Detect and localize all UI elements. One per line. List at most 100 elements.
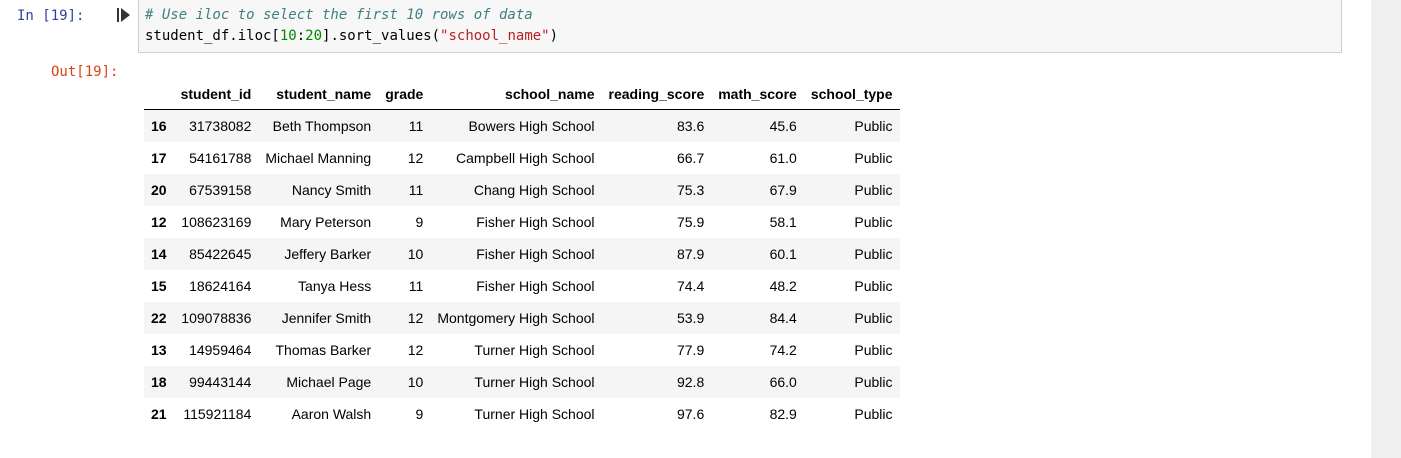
- table-cell: Tanya Hess: [298, 278, 372, 294]
- table-row: 17 54161788 Michael Manning 12 Campbell …: [144, 142, 900, 174]
- column-header: math_score: [711, 79, 804, 110]
- table-cell: Public: [854, 342, 893, 358]
- table-cell: 11: [408, 118, 424, 134]
- table-cell: 14959464: [189, 342, 252, 358]
- table-cell: Public: [854, 278, 893, 294]
- code-token: student_df.iloc[: [145, 28, 280, 44]
- code-number: 20: [305, 28, 323, 44]
- table-cell: 12: [407, 310, 424, 326]
- table-cell: Fisher High School: [476, 246, 595, 262]
- table-cell: Turner High School: [474, 406, 595, 422]
- table-row: 20 67539158 Nancy Smith 11 Chang High Sc…: [144, 174, 900, 206]
- run-cell-icon[interactable]: [117, 8, 131, 22]
- table-cell: 10: [407, 246, 424, 262]
- table-cell: 67539158: [189, 182, 252, 198]
- table-cell: 75.3: [676, 182, 705, 198]
- table-cell: Michael Manning: [265, 150, 372, 166]
- table-cell: 67.9: [769, 182, 797, 198]
- code-line-2: student_df.iloc[10:20].sort_values("scho…: [145, 26, 558, 46]
- row-index: 20: [151, 182, 167, 198]
- row-index: 21: [151, 406, 167, 422]
- table-cell: 85422645: [189, 246, 252, 262]
- table-cell: 92.8: [676, 374, 705, 390]
- table-cell: 11: [408, 182, 424, 198]
- table-cell: Michael Page: [286, 374, 372, 390]
- table-cell: Mary Peterson: [280, 214, 372, 230]
- table-cell: 66.7: [676, 150, 705, 166]
- row-index: 13: [151, 342, 167, 358]
- table-cell: 84.4: [769, 310, 797, 326]
- row-index: 14: [151, 246, 167, 262]
- table-row: 15 18624164 Tanya Hess 11 Fisher High Sc…: [144, 270, 900, 302]
- table-cell: 66.0: [769, 374, 797, 390]
- column-header: school_type: [803, 79, 900, 110]
- table-cell: Public: [854, 150, 893, 166]
- table-cell: 9: [415, 214, 424, 230]
- dataframe-table: student_id student_name grade school_nam…: [144, 79, 900, 430]
- vertical-scrollbar[interactable]: [1371, 0, 1401, 458]
- table-cell: 115921184: [183, 406, 252, 422]
- table-cell: Chang High School: [473, 182, 595, 198]
- table-row: 16 31738082 Beth Thompson 11 Bowers High…: [144, 109, 900, 142]
- code-token: ].sort_values(: [322, 28, 441, 44]
- code-cell-input[interactable]: # Use iloc to select the first 10 rows o…: [138, 0, 1342, 53]
- table-row: 12 108623169 Mary Peterson 9 Fisher High…: [144, 206, 900, 238]
- table-cell: 54161788: [189, 150, 252, 166]
- row-index: 16: [151, 118, 167, 134]
- table-cell: Jeffery Barker: [284, 246, 372, 262]
- table-cell: 10: [407, 374, 424, 390]
- table-cell: 82.9: [769, 406, 797, 422]
- table-cell: 31738082: [189, 118, 252, 134]
- row-index: 12: [151, 214, 167, 230]
- table-row: 18 99443144 Michael Page 10 Turner High …: [144, 366, 900, 398]
- table-cell: Turner High School: [474, 374, 595, 390]
- table-cell: 74.2: [769, 342, 797, 358]
- table-cell: Public: [854, 246, 893, 262]
- row-index: 17: [151, 150, 167, 166]
- code-comment: # Use iloc to select the first 10 rows o…: [145, 7, 533, 23]
- table-cell: 109078836: [181, 310, 252, 326]
- table-cell: 87.9: [676, 246, 705, 262]
- code-string: "school_name": [440, 28, 550, 44]
- row-index: 15: [151, 278, 167, 294]
- table-cell: Beth Thompson: [272, 118, 372, 134]
- table-row: 21 115921184 Aaron Walsh 9 Turner High S…: [144, 398, 900, 430]
- table-cell: Jennifer Smith: [281, 310, 372, 326]
- table-cell: 12: [407, 150, 424, 166]
- table-cell: 99443144: [189, 374, 252, 390]
- output-prompt: Out[19]:: [51, 64, 119, 80]
- table-cell: 48.2: [769, 278, 797, 294]
- column-header: school_name: [430, 79, 602, 110]
- table-cell: 9: [415, 406, 424, 422]
- table-row: 13 14959464 Thomas Barker 12 Turner High…: [144, 334, 900, 366]
- table-cell: Aaron Walsh: [291, 406, 372, 422]
- table-row: 22 109078836 Jennifer Smith 12 Montgomer…: [144, 302, 900, 334]
- table-cell: 18624164: [189, 278, 252, 294]
- input-prompt: In [19]:: [17, 8, 85, 24]
- table-cell: 45.6: [769, 118, 797, 134]
- table-cell: 83.6: [676, 118, 705, 134]
- table-cell: Fisher High School: [476, 278, 595, 294]
- index-header: [144, 79, 174, 110]
- table-cell: 74.4: [676, 278, 705, 294]
- row-index: 18: [151, 374, 167, 390]
- code-number: 10: [279, 28, 297, 44]
- table-row: 14 85422645 Jeffery Barker 10 Fisher Hig…: [144, 238, 900, 270]
- code-line-1: # Use iloc to select the first 10 rows o…: [145, 5, 533, 25]
- code-token: ): [549, 28, 559, 44]
- row-index: 22: [151, 310, 167, 326]
- column-header: student_name: [258, 79, 379, 110]
- column-header: reading_score: [601, 79, 712, 110]
- table-header-row: student_id student_name grade school_nam…: [144, 79, 900, 110]
- table-cell: Public: [854, 118, 893, 134]
- table-cell: 77.9: [676, 342, 705, 358]
- table-cell: 11: [408, 278, 424, 294]
- column-header: student_id: [173, 79, 259, 110]
- table-cell: Public: [854, 214, 893, 230]
- code-token: :: [296, 28, 306, 44]
- table-cell: Thomas Barker: [275, 342, 372, 358]
- table-cell: 97.6: [676, 406, 705, 422]
- table-cell: Fisher High School: [476, 214, 595, 230]
- table-cell: 61.0: [769, 150, 797, 166]
- table-cell: Turner High School: [474, 342, 595, 358]
